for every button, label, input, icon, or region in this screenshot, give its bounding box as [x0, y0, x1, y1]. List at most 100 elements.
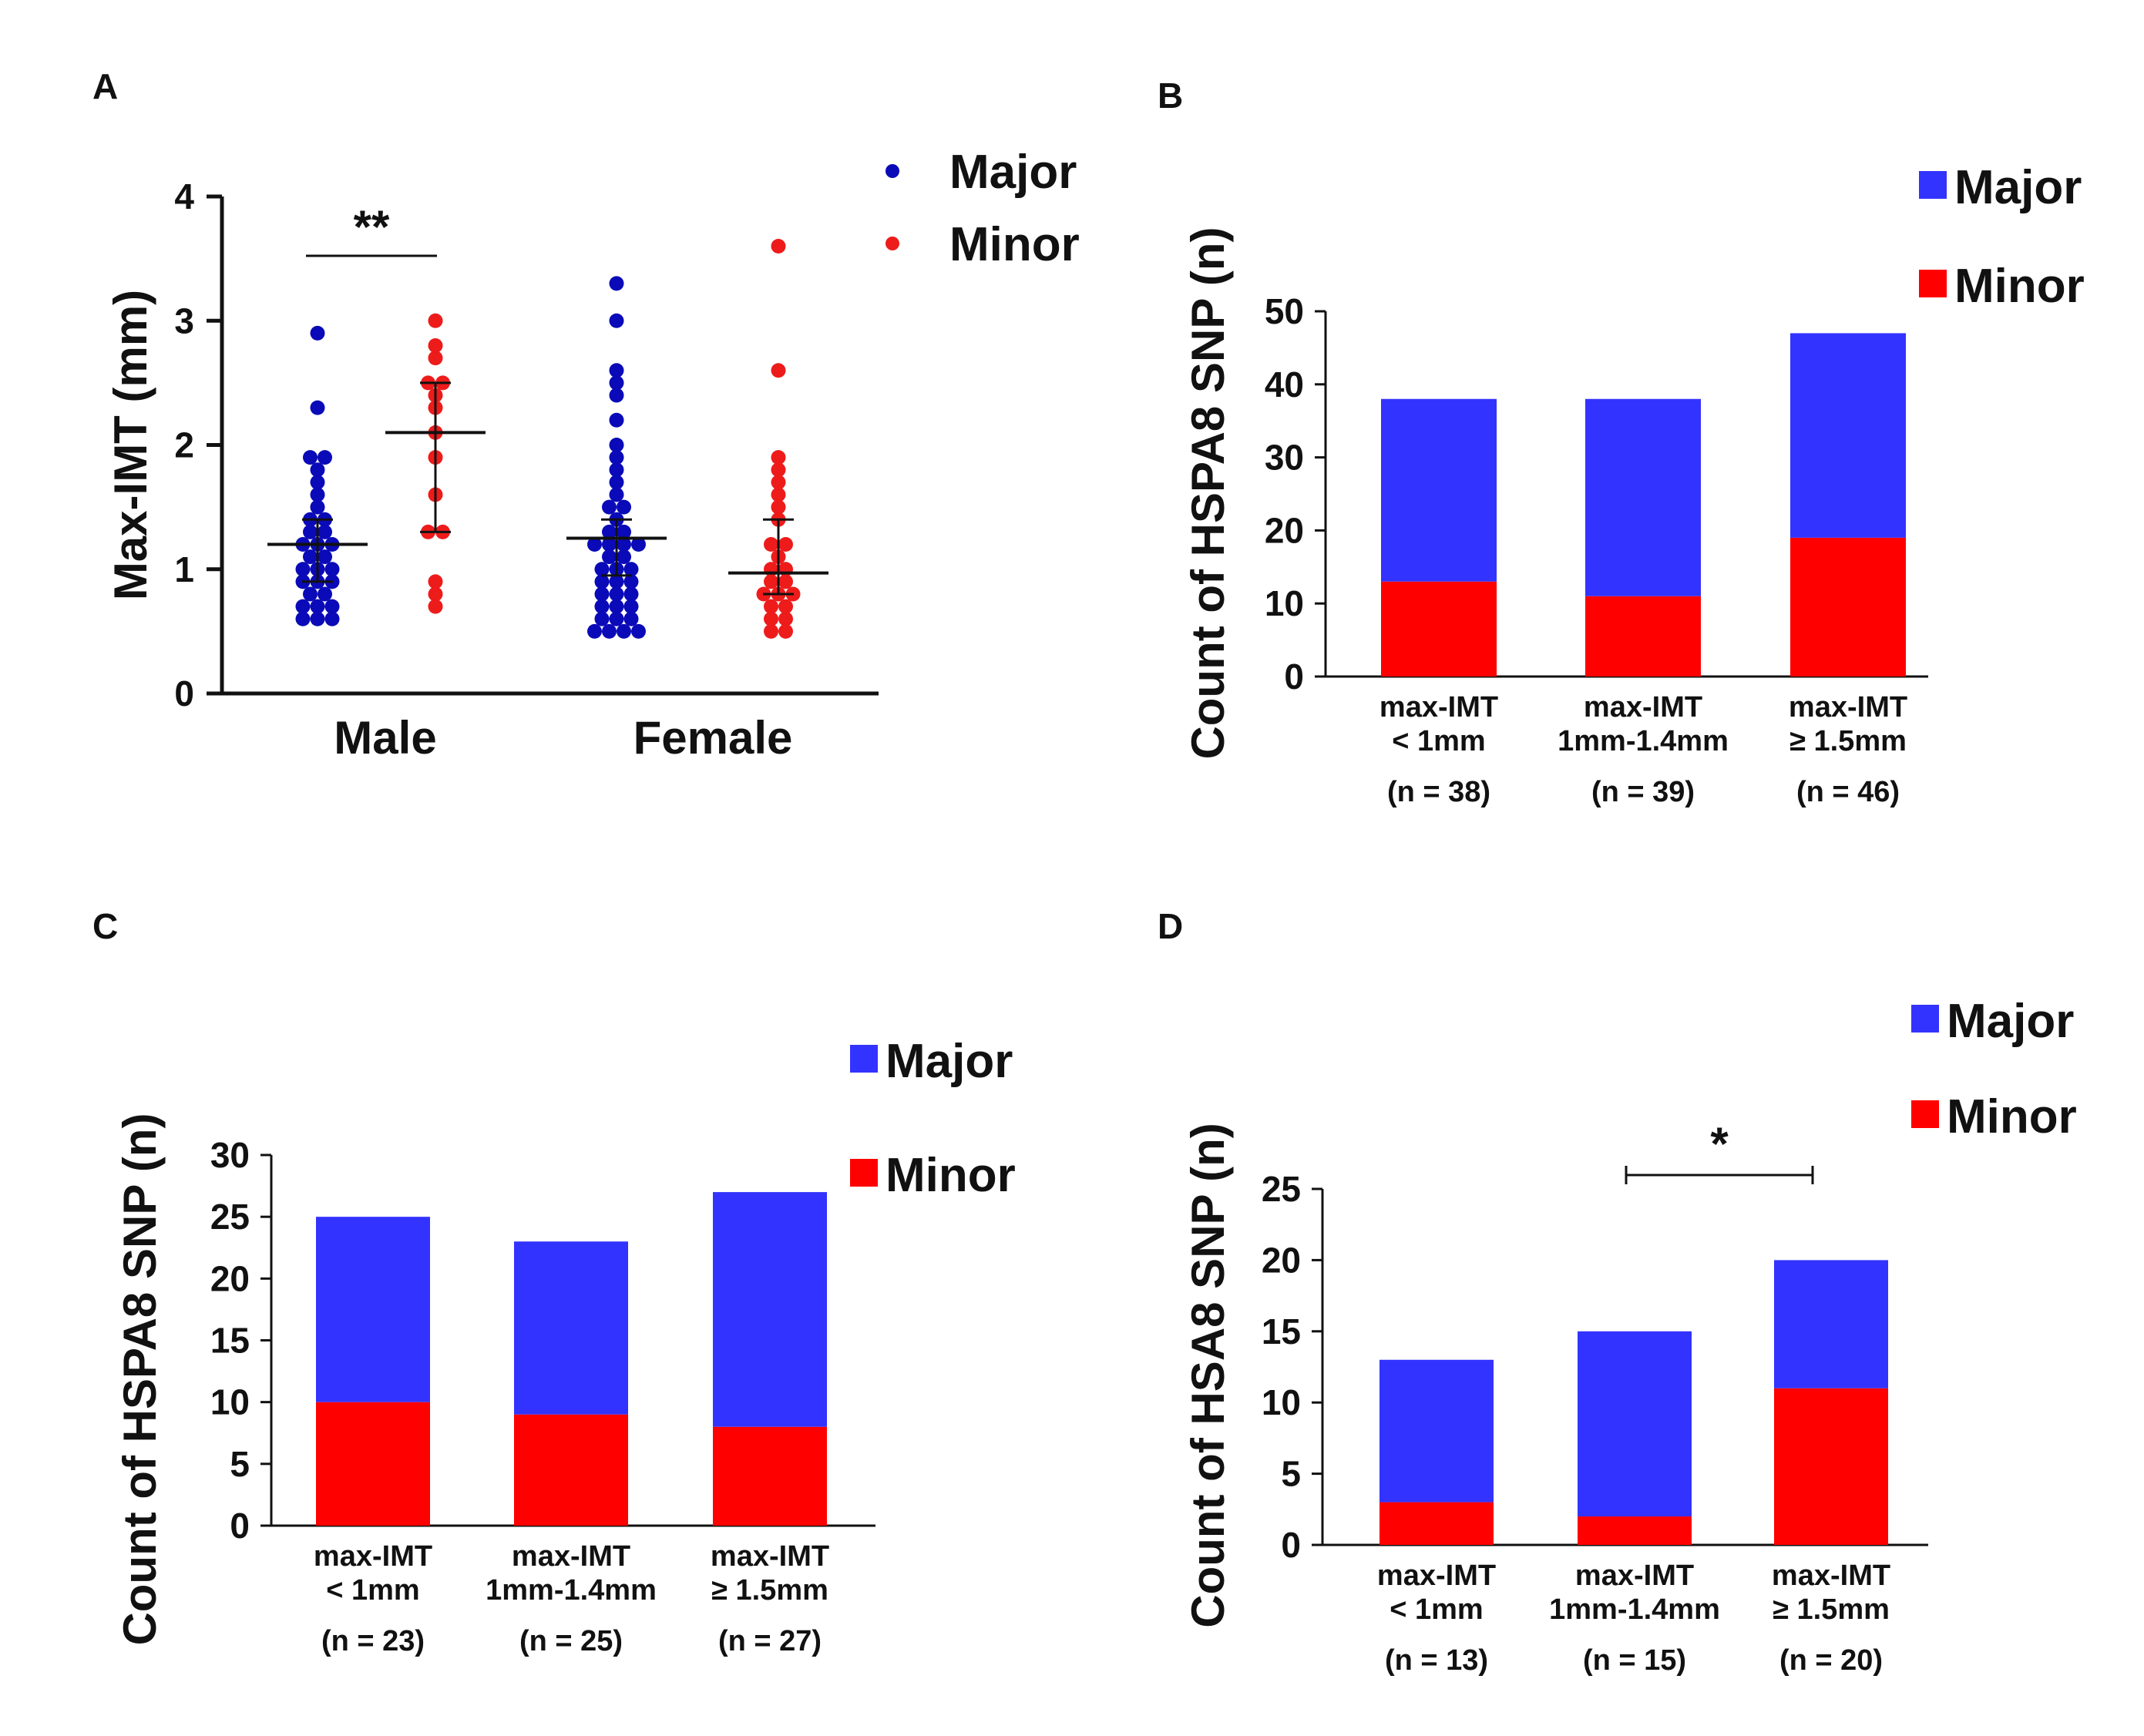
data-point — [594, 599, 610, 614]
x-category-label: < 1mm — [1390, 1593, 1483, 1626]
x-category-n: (n = 20) — [1779, 1644, 1883, 1677]
data-point — [310, 499, 325, 515]
data-point — [609, 363, 624, 378]
x-category-label: Female — [633, 712, 793, 764]
data-point — [428, 586, 443, 602]
y-tick-label: 0 — [174, 673, 194, 714]
panel-letter-A: A — [92, 66, 118, 106]
data-point — [310, 462, 325, 478]
panel-A: A 0 1 2 3 4 Max-IMT (mm) Male Female ** Major Minor — [92, 66, 1080, 764]
x-category-label: max-IMT — [314, 1540, 432, 1573]
data-point — [617, 623, 631, 639]
panel-letter-D: D — [1158, 906, 1183, 946]
legend-label-major: Major — [1954, 161, 2082, 214]
x-category-n: (n = 38) — [1387, 776, 1490, 808]
data-point — [310, 487, 325, 502]
x-category-label: max-IMT — [1575, 1560, 1694, 1592]
data-point — [764, 623, 778, 639]
x-category-n: (n = 15) — [1583, 1644, 1686, 1677]
data-point — [310, 599, 325, 614]
data-point — [324, 562, 340, 577]
y-axis-title: Count of HSA8 SNP (n) — [1182, 1123, 1234, 1628]
bar-major — [1578, 1331, 1692, 1517]
data-point — [617, 499, 631, 515]
data-point — [771, 475, 786, 490]
bar-major — [1774, 1260, 1888, 1388]
bar-major — [514, 1241, 628, 1415]
data-point — [602, 524, 617, 539]
x-category-label: max-IMT — [512, 1540, 630, 1573]
bar-minor — [1790, 537, 1906, 677]
data-point — [609, 487, 624, 502]
data-point — [609, 412, 624, 428]
y-tick-label: 25 — [210, 1197, 250, 1237]
y-tick-label: 0 — [1284, 656, 1304, 697]
data-point — [303, 549, 318, 565]
data-point — [609, 450, 624, 465]
data-point — [318, 450, 332, 465]
legend-swatch-minor — [1919, 270, 1947, 297]
bar-major — [1790, 333, 1906, 538]
data-point — [778, 574, 793, 589]
y-tick-label: 20 — [1265, 510, 1304, 550]
panel-B: B 0 10 20 30 40 50 Count of HSPA8 SNP (n) max-IM… — [1158, 76, 2085, 808]
y-tick-label: 30 — [210, 1135, 250, 1175]
bar-minor — [713, 1426, 827, 1526]
bar-minor — [1578, 1516, 1692, 1545]
x-category-label: max-IMT — [1789, 691, 1907, 724]
data-point — [623, 599, 639, 614]
data-point — [764, 599, 778, 614]
legend-label-major: Major — [1947, 995, 2074, 1048]
data-point — [778, 611, 793, 626]
data-point — [324, 611, 340, 626]
x-category-label: Male — [334, 712, 436, 764]
significance-label: * — [1710, 1118, 1729, 1170]
data-point — [587, 623, 602, 639]
y-tick-label: 15 — [1262, 1311, 1301, 1352]
bar-minor — [1379, 1502, 1494, 1545]
bar-major — [1381, 398, 1497, 582]
data-point — [771, 239, 786, 254]
x-category-n: (n = 39) — [1591, 776, 1695, 808]
data-point — [764, 611, 778, 626]
y-tick-label: 0 — [1281, 1525, 1301, 1565]
data-point — [310, 400, 325, 415]
data-point — [609, 475, 624, 490]
data-point — [631, 623, 646, 639]
data-point — [602, 549, 617, 565]
data-point — [609, 375, 624, 391]
legend-label-minor: Minor — [1954, 260, 2085, 313]
y-tick-label: 40 — [1265, 364, 1304, 405]
bar-major — [1585, 398, 1701, 596]
x-category-n: (n = 13) — [1385, 1644, 1488, 1677]
x-category-label: ≥ 1.5mm — [711, 1574, 828, 1607]
y-tick-label: 20 — [1262, 1240, 1301, 1280]
y-tick-label: 25 — [1262, 1169, 1301, 1209]
data-point — [764, 537, 778, 552]
data-point — [318, 549, 332, 565]
x-category-label: < 1mm — [1392, 725, 1485, 757]
bar-major — [1379, 1359, 1494, 1503]
data-point — [617, 537, 631, 552]
data-point — [594, 586, 610, 602]
data-point — [602, 499, 617, 515]
data-point — [609, 599, 624, 614]
x-category-label: < 1mm — [326, 1574, 419, 1607]
x-category-label: ≥ 1.5mm — [1773, 1593, 1890, 1626]
x-category-label: 1mm-1.4mm — [1558, 725, 1729, 757]
data-point — [778, 599, 793, 614]
data-point — [602, 623, 617, 639]
data-point — [617, 524, 631, 539]
data-point — [609, 611, 624, 626]
data-point — [310, 325, 325, 341]
y-tick-label: 1 — [174, 549, 194, 589]
legend-label-minor: Minor — [1947, 1090, 2077, 1143]
data-point — [594, 562, 610, 577]
data-point — [594, 611, 610, 626]
legend-swatch-major — [1911, 1005, 1939, 1033]
legend-label-minor: Minor — [949, 218, 1080, 271]
legend-label-major: Major — [949, 146, 1077, 199]
data-point — [609, 574, 624, 589]
x-category-n: (n = 25) — [519, 1625, 623, 1657]
legend-label-major: Major — [885, 1035, 1013, 1088]
